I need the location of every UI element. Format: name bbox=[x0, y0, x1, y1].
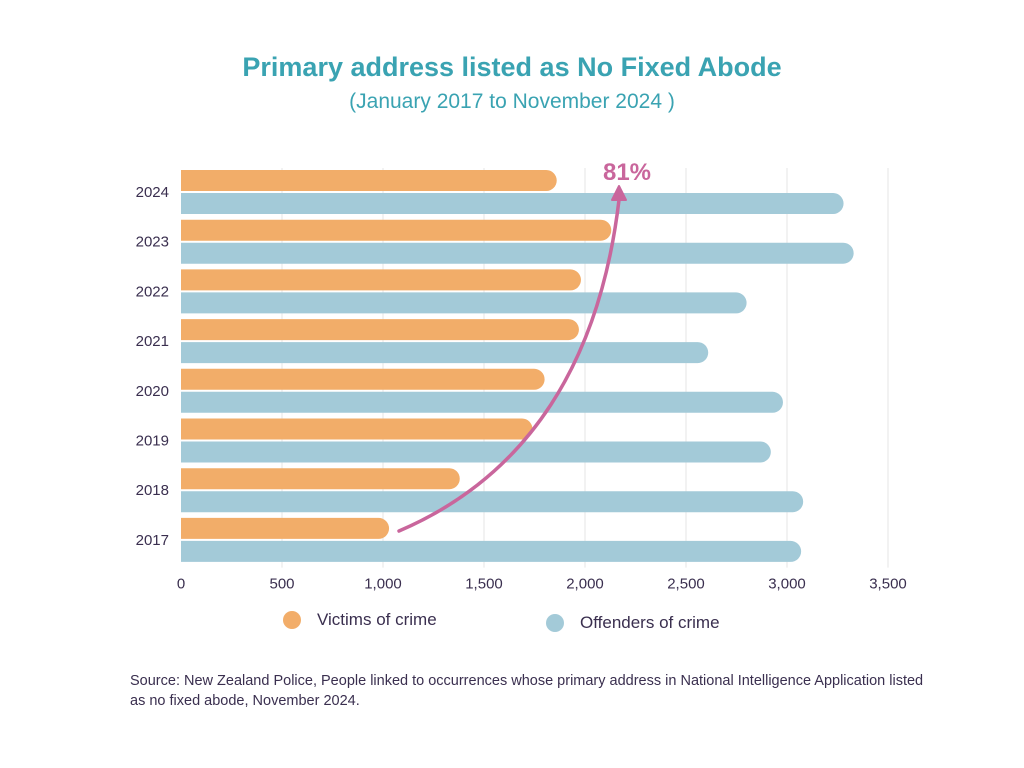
source-note: Source: New Zealand Police, People linke… bbox=[130, 673, 924, 709]
arrow-curve bbox=[397, 198, 621, 533]
legend-dot-victims bbox=[283, 611, 301, 629]
y-tick-label: 2019 bbox=[136, 433, 169, 450]
x-axis-labels: 0 500 1,000 1,500 2,000 2,500 3,000 3,500 bbox=[177, 576, 907, 593]
bar-offenders bbox=[181, 342, 709, 364]
x-tick-label: 2,500 bbox=[667, 576, 705, 593]
bar-victims bbox=[181, 468, 460, 490]
x-tick-label: 3,500 bbox=[869, 576, 907, 593]
legend-item-offenders: Offenders of crime bbox=[546, 613, 720, 633]
bar-offenders bbox=[181, 292, 747, 314]
bar-victims bbox=[181, 170, 557, 191]
growth-arrow: 81% bbox=[397, 159, 651, 533]
x-tick-label: 3,000 bbox=[768, 576, 806, 593]
growth-annotation: 81% bbox=[603, 159, 651, 186]
legend-item-victims: Victims of crime bbox=[283, 610, 437, 630]
bar-victims bbox=[181, 319, 579, 341]
bar-offenders bbox=[181, 193, 844, 214]
x-tick-label: 1,500 bbox=[465, 576, 503, 593]
bar-victims bbox=[181, 418, 533, 440]
legend-label-offenders: Offenders of crime bbox=[580, 613, 720, 632]
x-tick-label: 1,000 bbox=[364, 576, 402, 593]
arrow-head bbox=[611, 185, 627, 201]
bar-offenders bbox=[181, 491, 804, 513]
legend-label-victims: Victims of crime bbox=[317, 610, 437, 629]
bar-victims bbox=[181, 368, 545, 390]
bar-victims bbox=[181, 219, 612, 241]
y-tick-label: 2017 bbox=[136, 532, 169, 549]
bar-victims bbox=[181, 269, 581, 291]
chart-subtitle: (January 2017 to November 2024 ) bbox=[349, 90, 675, 113]
bar-offenders bbox=[181, 540, 802, 562]
bar-victims bbox=[181, 517, 390, 539]
bar-offenders bbox=[181, 441, 771, 463]
bar-chart: 2024 2023 2022 2021 2020 2019 2018 2017 0 500 1,0… bbox=[136, 159, 907, 593]
y-tick-label: 2021 bbox=[136, 333, 169, 350]
legend-dot-offenders bbox=[546, 614, 564, 632]
x-tick-label: 500 bbox=[269, 576, 294, 593]
bar-offenders bbox=[181, 242, 854, 264]
x-tick-label: 0 bbox=[177, 576, 185, 593]
y-tick-label: 2022 bbox=[136, 283, 169, 300]
bars bbox=[181, 170, 854, 562]
y-axis-labels: 2024 2023 2022 2021 2020 2019 2018 2017 bbox=[136, 184, 169, 549]
chart-title: Primary address listed as No Fixed Abode bbox=[242, 52, 782, 82]
x-tick-label: 2,000 bbox=[566, 576, 604, 593]
y-tick-label: 2023 bbox=[136, 234, 169, 251]
y-tick-label: 2024 bbox=[136, 184, 169, 201]
y-tick-label: 2020 bbox=[136, 383, 169, 400]
bar-offenders bbox=[181, 391, 783, 413]
y-tick-label: 2018 bbox=[136, 482, 169, 499]
